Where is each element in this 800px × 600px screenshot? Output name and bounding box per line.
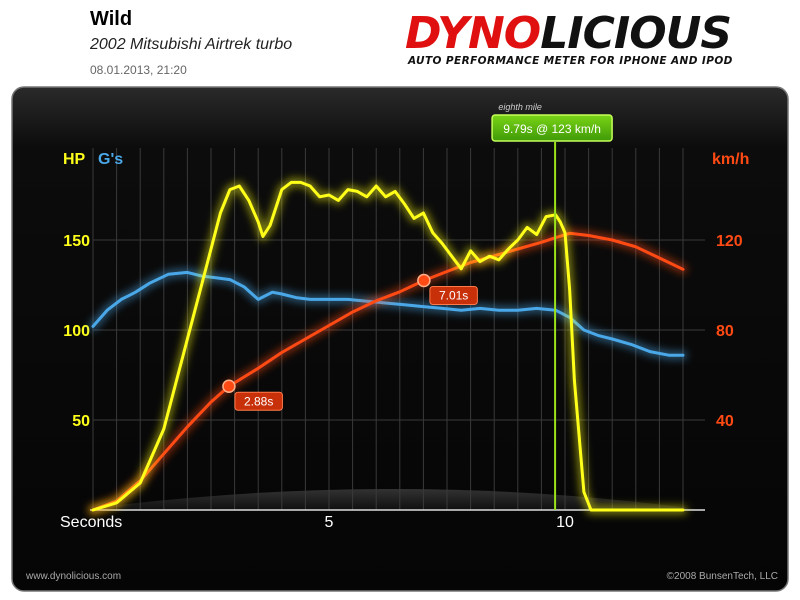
series-speed-line <box>91 231 685 512</box>
footer-url: www.dynolicious.com <box>25 571 121 582</box>
y-left-label-gs: G's <box>98 151 123 168</box>
chart-floor <box>95 489 702 510</box>
run-title: Wild <box>90 8 133 30</box>
logo-black-part: LICIOUS <box>540 8 732 59</box>
split-marker-dot <box>222 379 236 393</box>
y-left-tick-label: 100 <box>63 323 90 340</box>
y-left-tick-label: 150 <box>63 233 90 250</box>
split-marker-dot <box>417 273 431 288</box>
split-marker-box <box>429 286 478 305</box>
y-left-label-hp: HP <box>63 151 86 168</box>
logo-tagline: AUTO PERFORMANCE METER FOR IPHONE AND IP… <box>408 55 733 67</box>
eighth-mile-box <box>491 114 613 142</box>
vehicle-name: 2002 Mitsubishi Airtrek turbo <box>90 36 293 53</box>
series-layer <box>88 177 688 515</box>
dynolicious-logo: DYNOLICIOUS <box>405 8 732 59</box>
marker-layer: 2.88s 7.01s eighth mile 9.79s @ 123 km/h <box>222 102 613 510</box>
x-axis-label: Seconds <box>60 514 122 531</box>
y-left-tick-labels: 50 100 150 <box>63 233 90 430</box>
x-tick-label: 10 <box>556 514 574 531</box>
split-marker-box <box>234 391 283 411</box>
x-tick-labels: 5 10 <box>325 514 574 531</box>
y-right-tick-label: 120 <box>716 233 743 250</box>
split-marker-label: 2.88s <box>244 394 273 408</box>
y-right-tick-labels: 40 80 120 <box>716 233 743 430</box>
logo-red-part: DYNO <box>405 8 541 59</box>
x-tick-label: 5 <box>325 514 334 531</box>
y-right-label: km/h <box>712 151 749 168</box>
y-right-tick-label: 80 <box>716 323 734 340</box>
y-right-tick-label: 40 <box>716 413 734 430</box>
footer-copyright: ©2008 BunsenTech, LLC <box>667 571 778 582</box>
series-hp-line <box>91 180 685 512</box>
y-left-tick-label: 50 <box>72 413 90 430</box>
eighth-mile-title: eighth mile <box>498 102 542 112</box>
split-marker-label: 7.01s <box>439 289 468 303</box>
eighth-mile-label: 9.79s @ 123 km/h <box>503 122 601 136</box>
run-date: 08.01.2013, 21:20 <box>90 63 187 77</box>
